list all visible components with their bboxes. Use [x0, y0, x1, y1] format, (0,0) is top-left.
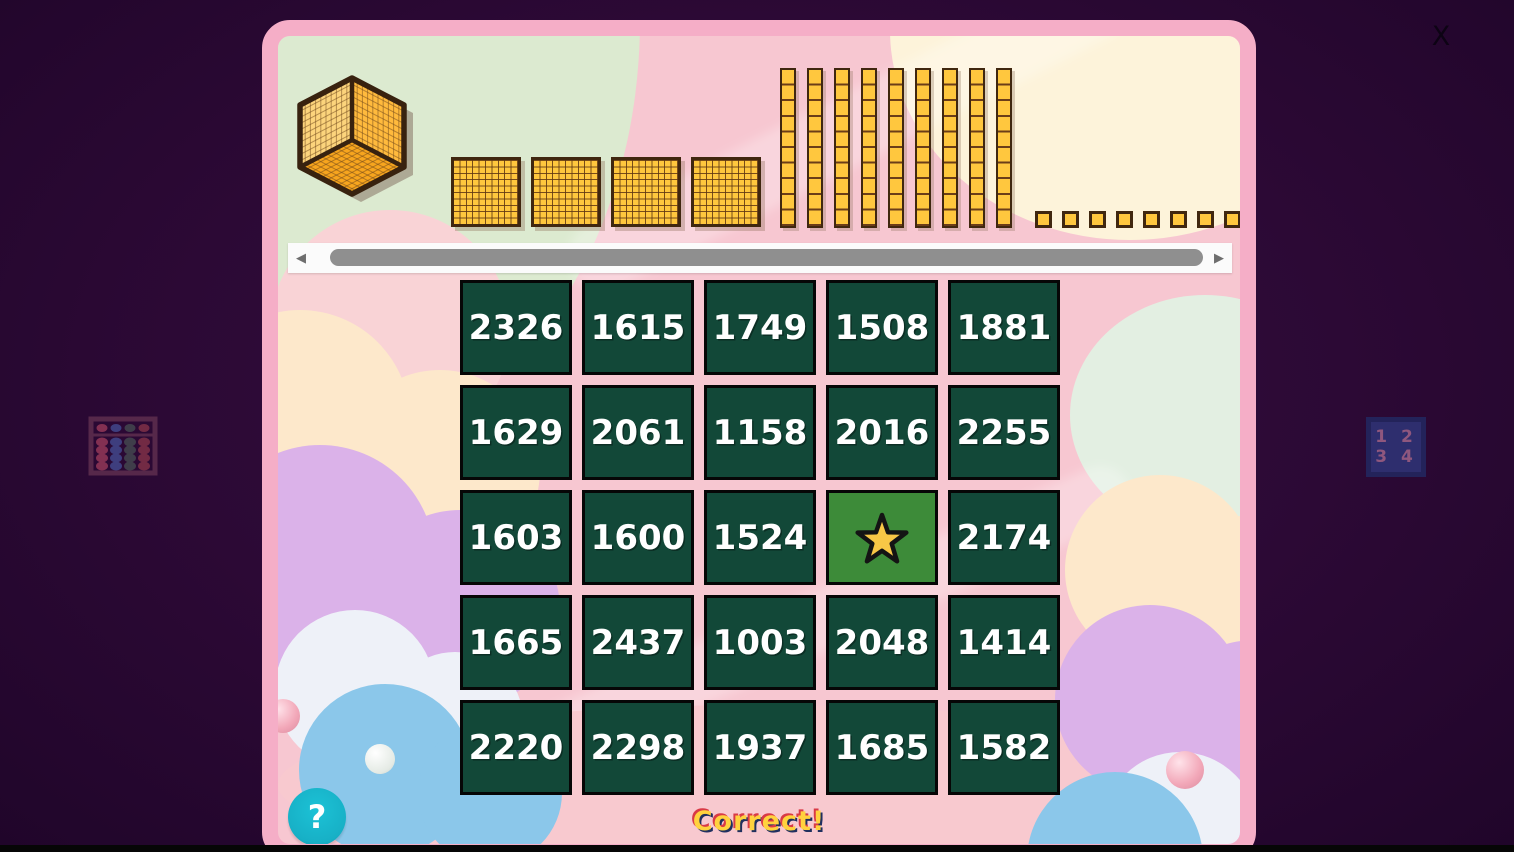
hundreds-flats-group [451, 157, 761, 227]
tens-rod-block [969, 68, 985, 228]
star-icon [855, 512, 909, 564]
tens-rod-block [834, 68, 850, 228]
answer-2437[interactable]: 2437 [582, 595, 694, 690]
answer-1414[interactable]: 1414 [948, 595, 1060, 690]
tens-rod-block [780, 68, 796, 228]
answer-2061[interactable]: 2061 [582, 385, 694, 480]
pink-ball [1166, 751, 1204, 789]
tens-rod-block [942, 68, 958, 228]
answer-2016[interactable]: 2016 [826, 385, 938, 480]
tens-rod-block [915, 68, 931, 228]
ones-unit-block [1197, 211, 1214, 228]
answer-2326[interactable]: 2326 [460, 280, 572, 375]
ones-unit-block [1089, 211, 1106, 228]
hundreds-flat-block [691, 157, 761, 227]
thousands-cube-block [297, 75, 413, 202]
place-value-dialog: ◀ ▶ 2326 1615 1749 1508 1881 1629 2061 1158 2016… [262, 20, 1256, 852]
ones-units-group [1035, 211, 1240, 228]
answer-1603[interactable]: 1603 [460, 490, 572, 585]
scrollbar-thumb[interactable] [330, 249, 1203, 266]
answer-1582[interactable]: 1582 [948, 700, 1060, 795]
question-mark-icon: ? [307, 798, 327, 836]
answer-2298[interactable]: 2298 [582, 700, 694, 795]
letterbox-strip [0, 845, 1514, 852]
answer-1685[interactable]: 1685 [826, 700, 938, 795]
ones-unit-block [1170, 211, 1187, 228]
ones-unit-block [1035, 211, 1052, 228]
hundreds-flat-block [611, 157, 681, 227]
answer-1881[interactable]: 1881 [948, 280, 1060, 375]
ones-unit-block [1143, 211, 1160, 228]
abacus-beads [96, 424, 150, 471]
ones-unit-block [1062, 211, 1079, 228]
answer-1629[interactable]: 1629 [460, 385, 572, 480]
pink-ball [278, 699, 300, 733]
numbers-tile-line2: 3 4 [1375, 447, 1417, 467]
ones-unit-block [1116, 211, 1133, 228]
scrollbar-right-arrow-icon[interactable]: ▶ [1214, 250, 1224, 266]
tens-rods-group [780, 68, 1012, 228]
hundreds-flat-block [451, 157, 521, 227]
answer-1003[interactable]: 1003 [704, 595, 816, 690]
answer-1524[interactable]: 1524 [704, 490, 816, 585]
answer-2048[interactable]: 2048 [826, 595, 938, 690]
white-ball [365, 744, 395, 774]
feedback-text: Correct! [692, 806, 826, 837]
tens-rod-block [861, 68, 877, 228]
answer-1665[interactable]: 1665 [460, 595, 572, 690]
numbers-tile-line1: 1 2 [1375, 427, 1417, 447]
answer-grid: 2326 1615 1749 1508 1881 1629 2061 1158 2016 2255… [460, 280, 1060, 795]
answer-2220[interactable]: 2220 [460, 700, 572, 795]
answer-1615[interactable]: 1615 [582, 280, 694, 375]
star-cell[interactable] [826, 490, 938, 585]
answer-1158[interactable]: 1158 [704, 385, 816, 480]
tens-rod-block [996, 68, 1012, 228]
tens-rod-block [807, 68, 823, 228]
answer-1937[interactable]: 1937 [704, 700, 816, 795]
answer-1508[interactable]: 1508 [826, 280, 938, 375]
abacus-icon[interactable] [88, 416, 158, 476]
blocks-scrollbar[interactable]: ◀ ▶ [288, 243, 1232, 273]
hundreds-flat-block [531, 157, 601, 227]
scrollbar-left-arrow-icon[interactable]: ◀ [296, 250, 306, 266]
help-button[interactable]: ? [288, 788, 346, 844]
numbers-1234-icon[interactable]: 1 2 3 4 [1366, 417, 1426, 477]
close-button[interactable]: X [1431, 21, 1451, 52]
answer-2255[interactable]: 2255 [948, 385, 1060, 480]
answer-1749[interactable]: 1749 [704, 280, 816, 375]
ones-unit-block [1224, 211, 1240, 228]
tens-rod-block [888, 68, 904, 228]
answer-2174[interactable]: 2174 [948, 490, 1060, 585]
answer-1600[interactable]: 1600 [582, 490, 694, 585]
